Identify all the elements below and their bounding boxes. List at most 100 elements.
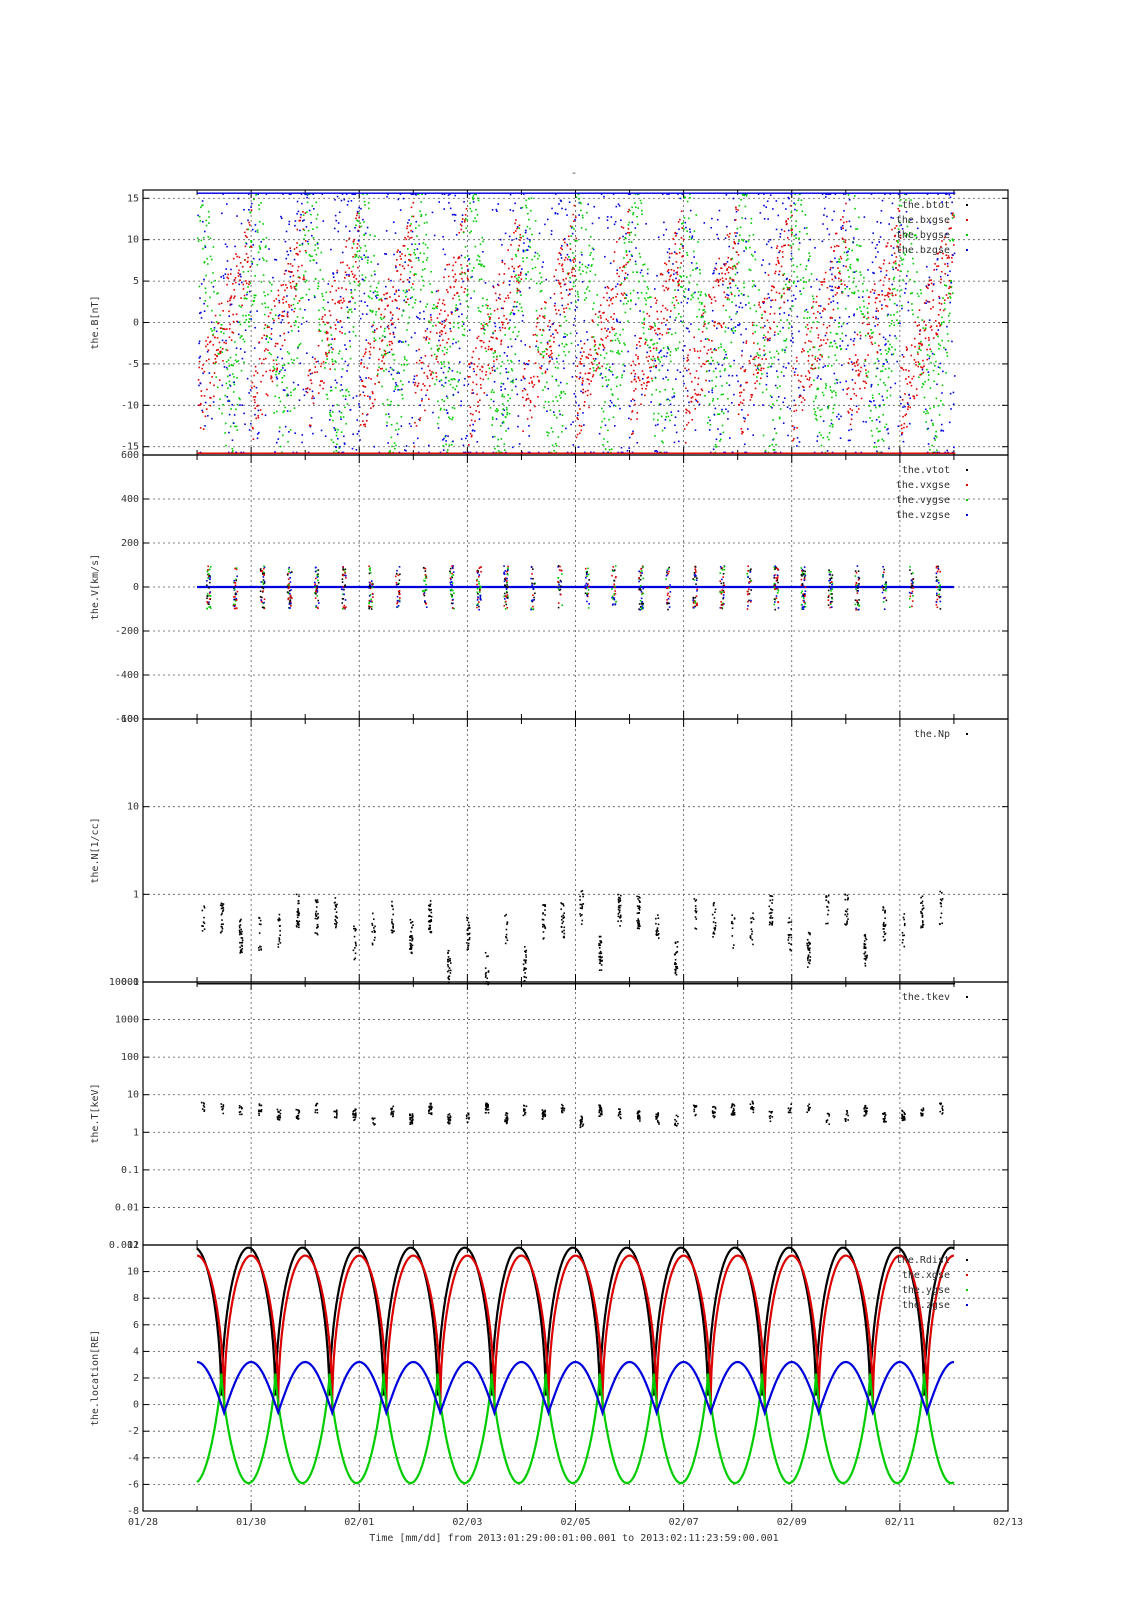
data-point	[636, 271, 639, 274]
data-point	[477, 197, 479, 200]
data-point	[309, 259, 312, 262]
data-point	[402, 397, 404, 400]
data-point	[642, 326, 645, 329]
data-point	[875, 307, 878, 310]
data-point	[795, 220, 798, 222]
data-point	[561, 342, 564, 345]
data-point	[695, 262, 698, 265]
data-point	[672, 263, 674, 265]
data-point	[467, 270, 469, 272]
data-point	[490, 336, 493, 339]
data-point	[240, 369, 243, 372]
data-point	[541, 266, 544, 268]
data-point	[347, 390, 350, 393]
data-point	[355, 278, 358, 280]
data-point	[245, 242, 247, 244]
data-point	[635, 380, 638, 383]
data-point	[333, 451, 335, 453]
data-point	[817, 357, 819, 360]
data-point	[593, 302, 595, 305]
data-point	[451, 311, 453, 314]
data-point	[422, 285, 425, 287]
data-point	[592, 258, 594, 260]
data-point	[869, 291, 872, 293]
data-point	[550, 349, 553, 352]
data-point	[558, 262, 561, 265]
data-point	[627, 350, 629, 353]
data-point	[725, 309, 727, 312]
data-point	[619, 321, 621, 324]
data-point	[688, 235, 691, 238]
data-point	[280, 321, 283, 324]
data-point	[289, 410, 292, 412]
data-point	[205, 345, 207, 348]
data-point	[488, 316, 490, 318]
data-point	[589, 254, 591, 257]
data-point	[716, 361, 719, 364]
data-point	[218, 353, 220, 355]
data-point	[299, 216, 302, 219]
data-point	[522, 260, 525, 263]
data-point	[624, 344, 626, 346]
data-point	[630, 231, 633, 234]
data-point	[657, 357, 659, 360]
data-point	[826, 436, 829, 438]
data-point	[466, 317, 468, 319]
data-point	[318, 323, 321, 326]
data-point	[886, 396, 888, 399]
data-point	[260, 380, 262, 383]
data-point	[675, 234, 677, 237]
data-point	[288, 223, 290, 226]
data-point	[482, 378, 485, 381]
data-point	[236, 429, 239, 431]
data-point	[767, 218, 769, 220]
data-point	[397, 389, 399, 391]
data-point	[550, 427, 553, 429]
data-point	[314, 358, 316, 360]
data-point	[488, 367, 491, 370]
data-point	[659, 451, 661, 454]
data-point	[366, 193, 368, 195]
data-point	[775, 228, 778, 231]
data-point	[231, 439, 234, 442]
data-point	[483, 325, 485, 328]
data-point	[883, 363, 885, 365]
data-point	[387, 304, 389, 307]
data-point	[302, 388, 305, 391]
data-point	[336, 443, 338, 446]
data-point	[336, 271, 338, 274]
data-point	[647, 297, 649, 299]
data-point	[749, 399, 752, 401]
data-point	[242, 338, 245, 341]
data-point	[321, 193, 324, 195]
data-point	[509, 397, 511, 400]
data-point	[202, 372, 204, 375]
data-point	[403, 356, 406, 358]
data-point	[347, 364, 349, 367]
data-point	[623, 370, 625, 372]
data-point	[516, 280, 518, 283]
data-point	[296, 242, 298, 244]
data-point	[279, 400, 282, 403]
data-point	[653, 329, 656, 332]
data-point	[520, 272, 522, 274]
data-point	[334, 379, 337, 382]
data-point	[441, 193, 444, 195]
data-point	[261, 362, 263, 365]
data-point	[208, 341, 211, 344]
data-point	[492, 286, 495, 289]
data-point	[501, 412, 503, 415]
data-point	[364, 279, 366, 282]
data-point	[808, 385, 811, 388]
data-point	[814, 397, 817, 400]
data-point	[251, 228, 254, 231]
data-point	[743, 293, 745, 296]
data-point	[231, 331, 234, 333]
data-point	[762, 193, 765, 195]
data-point	[781, 349, 784, 352]
data-point	[363, 200, 366, 203]
data-point	[527, 397, 530, 400]
data-point	[258, 208, 261, 210]
data-point	[717, 279, 719, 282]
data-point	[836, 261, 838, 263]
